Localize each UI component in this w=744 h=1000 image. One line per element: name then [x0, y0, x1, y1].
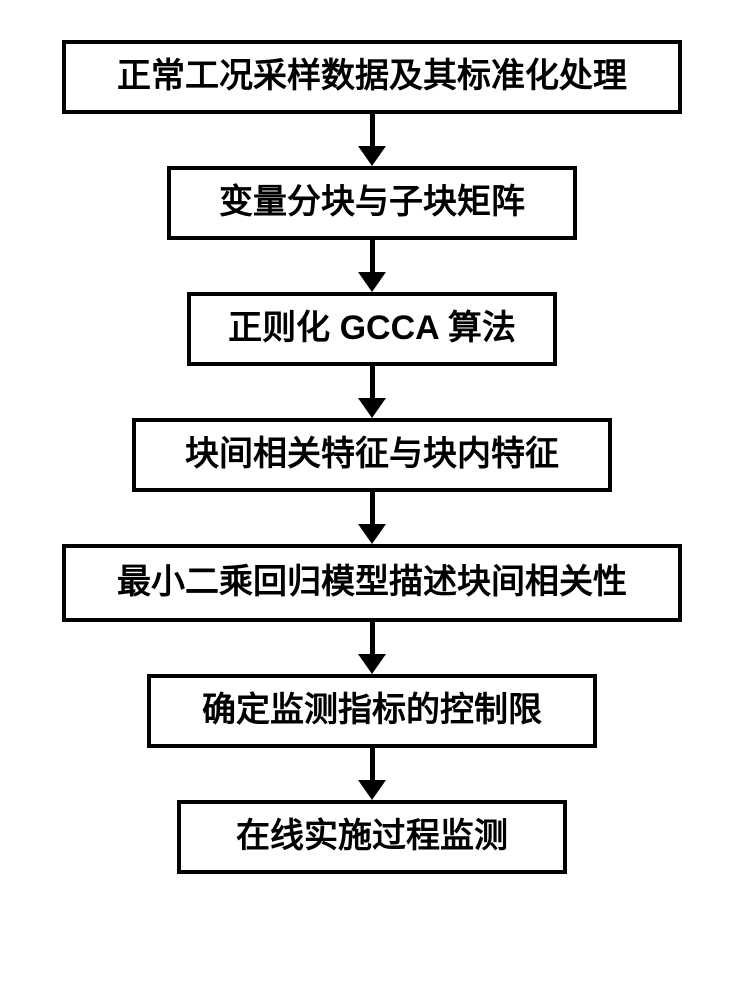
flow-node-2: 正则化 GCCA 算法: [187, 292, 557, 366]
flow-node-6: 在线实施过程监测: [177, 800, 567, 874]
flow-node-3: 块间相关特征与块内特征: [132, 418, 612, 492]
arrow-5: [358, 748, 386, 800]
arrow-2: [358, 366, 386, 418]
arrow-3: [358, 492, 386, 544]
arrow-0: [358, 114, 386, 166]
flow-node-5: 确定监测指标的控制限: [147, 674, 597, 748]
arrow-1: [358, 240, 386, 292]
arrow-4: [358, 622, 386, 674]
flow-node-1: 变量分块与子块矩阵: [167, 166, 577, 240]
flow-node-4: 最小二乘回归模型描述块间相关性: [62, 544, 682, 622]
flowchart-container: 正常工况采样数据及其标准化处理变量分块与子块矩阵正则化 GCCA 算法块间相关特…: [62, 40, 682, 874]
flow-node-0: 正常工况采样数据及其标准化处理: [62, 40, 682, 114]
